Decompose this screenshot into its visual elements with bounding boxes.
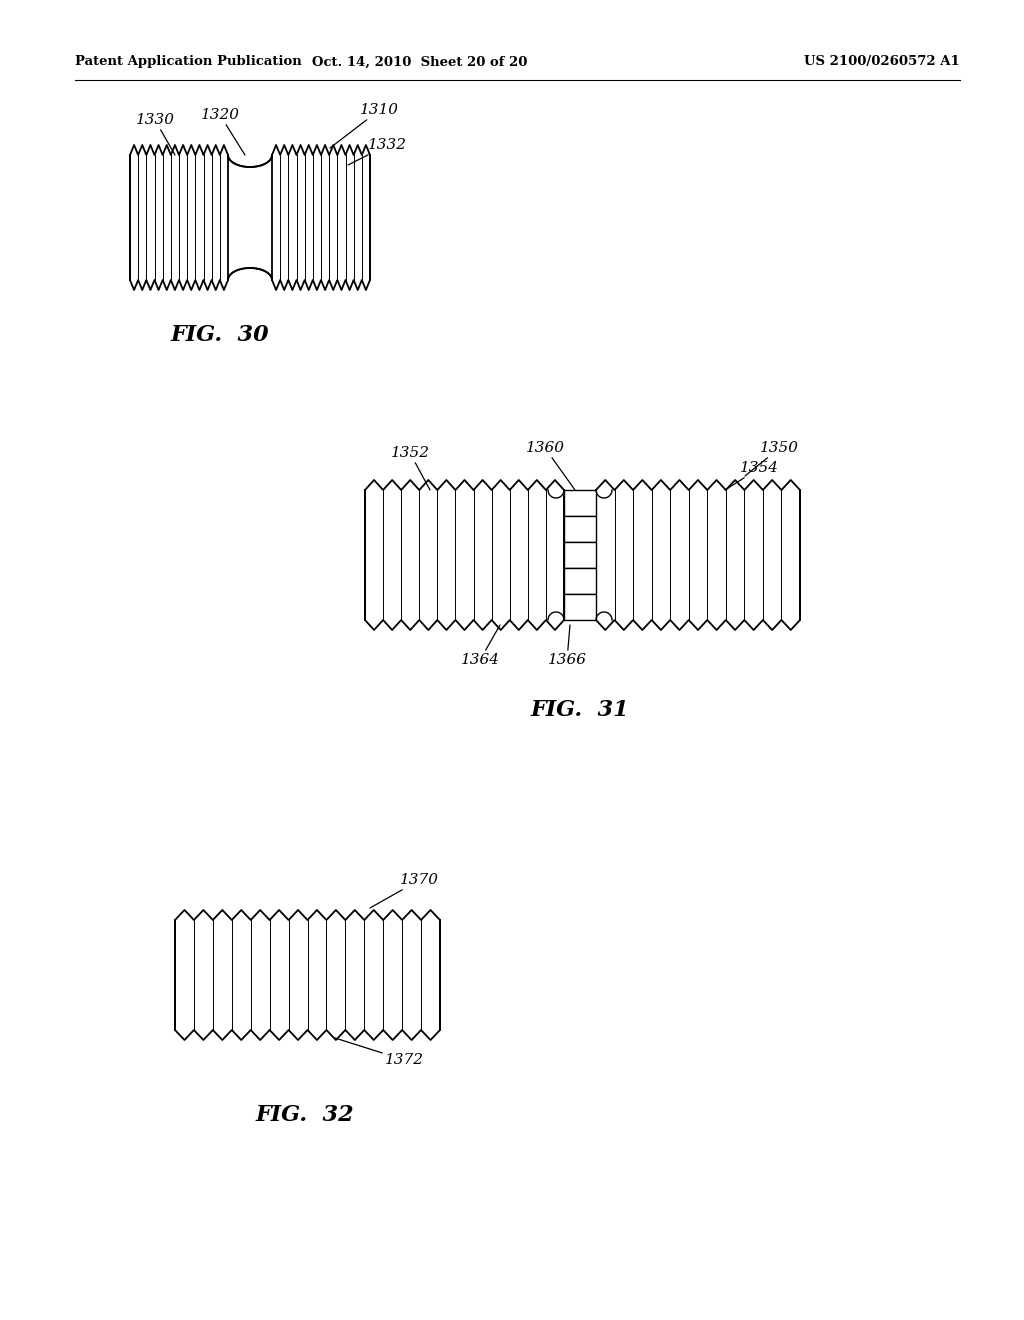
Text: 1360: 1360 — [525, 441, 575, 490]
Text: US 2100/0260572 A1: US 2100/0260572 A1 — [804, 55, 961, 69]
Bar — [226, 154, 274, 281]
Bar — [564, 490, 596, 516]
Text: 1332: 1332 — [348, 139, 407, 165]
Text: FIG.  31: FIG. 31 — [530, 700, 630, 721]
Text: 1310: 1310 — [330, 103, 399, 148]
Polygon shape — [596, 480, 800, 630]
Text: FIG.  32: FIG. 32 — [256, 1104, 354, 1126]
Text: 1370: 1370 — [370, 873, 439, 908]
Bar — [564, 594, 596, 620]
Text: 1364: 1364 — [461, 624, 500, 667]
Polygon shape — [130, 145, 228, 290]
Bar — [564, 516, 596, 543]
Polygon shape — [365, 480, 564, 630]
Polygon shape — [272, 145, 370, 290]
Text: 1372: 1372 — [335, 1038, 424, 1067]
Text: Patent Application Publication: Patent Application Publication — [75, 55, 302, 69]
Polygon shape — [175, 909, 440, 1040]
Text: Oct. 14, 2010  Sheet 20 of 20: Oct. 14, 2010 Sheet 20 of 20 — [312, 55, 527, 69]
Bar — [564, 568, 596, 594]
Text: 1350: 1350 — [745, 441, 799, 477]
Text: 1366: 1366 — [548, 624, 587, 667]
Text: FIG.  30: FIG. 30 — [171, 323, 269, 346]
Text: 1330: 1330 — [135, 114, 175, 154]
Text: 1352: 1352 — [390, 446, 430, 490]
Bar — [564, 543, 596, 568]
Text: 1320: 1320 — [201, 108, 245, 154]
Text: 1354: 1354 — [725, 461, 779, 490]
